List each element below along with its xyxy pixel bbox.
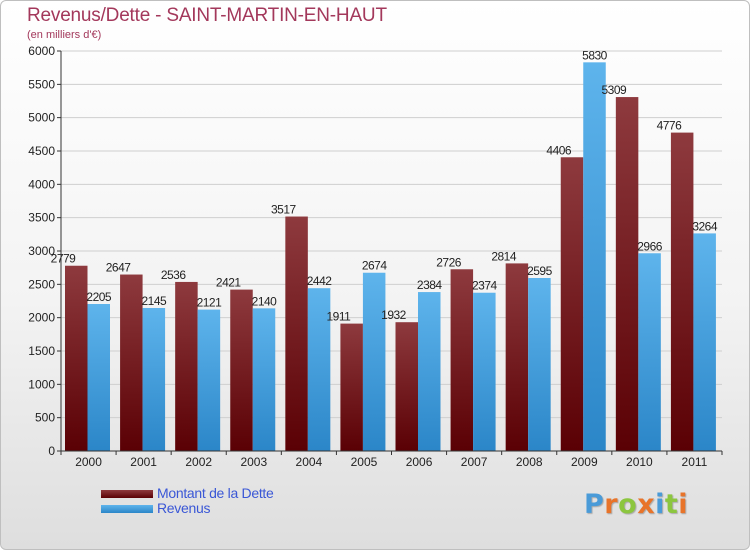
y-tick-label: 3000 bbox=[28, 244, 55, 258]
data-label-revenus-2010: 2966 bbox=[637, 239, 663, 253]
logo-letter: P bbox=[584, 489, 605, 520]
y-tick-label: 2000 bbox=[28, 311, 55, 325]
data-label-dette-2004: 3517 bbox=[271, 203, 297, 217]
data-label-dette-2000: 2779 bbox=[51, 252, 77, 266]
x-tick-label-2000: 2000 bbox=[75, 455, 102, 469]
data-label-dette-2010: 5309 bbox=[601, 83, 627, 97]
bar-revenus-2003 bbox=[252, 308, 276, 451]
y-axis-ticks: 0 500 1000 1500 2000 2500 3000 3500 4000 4500 5000… bbox=[28, 44, 61, 458]
y-tick-label: 4500 bbox=[28, 144, 55, 158]
bar-dette-2000 bbox=[65, 265, 88, 451]
bar-revenus-2011 bbox=[693, 233, 716, 451]
data-label-dette-2003: 2421 bbox=[216, 276, 242, 290]
x-tick-label-2002: 2002 bbox=[185, 455, 212, 469]
y-tick-label: 1000 bbox=[28, 377, 55, 391]
x-tick-label-2011: 2011 bbox=[682, 455, 708, 469]
bar-dette-2005 bbox=[340, 323, 363, 451]
data-label-dette-2002: 2536 bbox=[161, 268, 187, 282]
bar-dette-2002 bbox=[175, 281, 198, 451]
logo-letter: t bbox=[664, 489, 679, 520]
bar-dette-2001 bbox=[120, 274, 143, 451]
data-label-revenus-2001: 2145 bbox=[141, 294, 167, 308]
bar-revenus-2004 bbox=[307, 288, 331, 451]
x-tick-label-2001: 2001 bbox=[130, 455, 157, 469]
y-tick-label: 1500 bbox=[28, 344, 55, 358]
x-tick-label-2005: 2005 bbox=[351, 455, 378, 469]
x-tick-label-2007: 2007 bbox=[461, 455, 488, 469]
data-label-revenus-2011: 3264 bbox=[692, 219, 718, 233]
data-label-dette-2006: 1932 bbox=[381, 308, 407, 322]
data-label-dette-2007: 2726 bbox=[436, 255, 462, 269]
x-tick-label-2004: 2004 bbox=[296, 455, 323, 469]
data-label-revenus-2003: 2140 bbox=[252, 294, 278, 308]
data-label-revenus-2000: 2205 bbox=[86, 290, 112, 304]
bar-revenus-2010 bbox=[638, 253, 661, 451]
bar-revenus-2007 bbox=[473, 292, 496, 451]
legend-label-dette: Montant de la Dette bbox=[157, 485, 274, 501]
logo-letter: i bbox=[655, 489, 665, 520]
bar-dette-2008 bbox=[505, 263, 529, 451]
bar-dette-2011 bbox=[670, 132, 694, 451]
y-tick-label: 0 bbox=[48, 444, 55, 458]
y-tick-label: 3500 bbox=[28, 211, 55, 225]
y-tick-label: 4000 bbox=[28, 177, 55, 191]
bar-revenus-2002 bbox=[197, 309, 221, 451]
x-axis-ticks: 2000 2001 2002 2003 2004 2005 2006 2007 2008 2009… bbox=[60, 451, 723, 469]
bar-revenus-2000 bbox=[87, 304, 110, 451]
bar-revenus-2006 bbox=[418, 292, 441, 451]
bar-revenus-2008 bbox=[528, 278, 551, 451]
y-tick-label: 6000 bbox=[28, 44, 55, 58]
y-tick-label: 500 bbox=[35, 411, 55, 425]
bar-dette-2010 bbox=[615, 97, 639, 452]
bar-revenus-2009 bbox=[583, 62, 606, 451]
data-labels: 2779 2205 2647 2145 2536 2121 2421 2140 3517 2442… bbox=[51, 48, 719, 324]
gridlines bbox=[61, 50, 722, 419]
data-label-dette-2005: 1911 bbox=[327, 310, 352, 324]
bar-dette-2004 bbox=[285, 216, 308, 451]
y-tick-label: 5500 bbox=[28, 77, 55, 91]
data-label-revenus-2005: 2674 bbox=[362, 259, 388, 273]
bar-revenus-2005 bbox=[362, 272, 386, 451]
chart-subtitle: (en milliers d'€) bbox=[27, 29, 102, 41]
bar-dette-2009 bbox=[560, 157, 584, 451]
x-tick-label-2010: 2010 bbox=[626, 455, 653, 469]
data-label-revenus-2008: 2595 bbox=[527, 264, 553, 278]
logo-letter: r bbox=[604, 489, 619, 520]
legend-swatch-dette bbox=[101, 490, 153, 498]
bar-dette-2003 bbox=[230, 289, 253, 451]
data-label-dette-2009: 4406 bbox=[546, 143, 572, 157]
x-tick-label-2003: 2003 bbox=[240, 455, 267, 469]
data-label-dette-2001: 2647 bbox=[106, 261, 132, 275]
legend-label-revenus: Revenus bbox=[157, 500, 211, 516]
bar-revenus-2001 bbox=[142, 308, 166, 451]
proxiti-logo: Proxiti bbox=[584, 489, 688, 520]
x-tick-label-2009: 2009 bbox=[571, 455, 598, 469]
bars bbox=[65, 62, 716, 452]
bar-dette-2006 bbox=[395, 322, 418, 451]
y-tick-label: 5000 bbox=[28, 111, 55, 125]
bar-dette-2007 bbox=[450, 269, 474, 451]
data-label-revenus-2009: 5830 bbox=[582, 48, 608, 62]
data-label-revenus-2006: 2384 bbox=[417, 278, 443, 292]
legend-swatch-revenus bbox=[101, 505, 153, 513]
data-label-revenus-2002: 2121 bbox=[197, 296, 223, 310]
chart-title: Revenus/Dette - SAINT-MARTIN-EN-HAUT bbox=[27, 5, 387, 26]
logo-letter: i bbox=[678, 489, 689, 520]
data-label-revenus-2004: 2442 bbox=[307, 274, 333, 288]
x-tick-label-2006: 2006 bbox=[406, 455, 433, 469]
x-tick-label-2008: 2008 bbox=[516, 455, 543, 469]
data-label-dette-2008: 2814 bbox=[491, 249, 517, 263]
y-tick-label: 2500 bbox=[28, 277, 55, 291]
data-label-revenus-2007: 2374 bbox=[472, 279, 498, 293]
data-label-dette-2011: 4776 bbox=[657, 119, 683, 133]
logo-letter: x bbox=[637, 489, 656, 520]
logo-letter: o bbox=[618, 489, 638, 520]
